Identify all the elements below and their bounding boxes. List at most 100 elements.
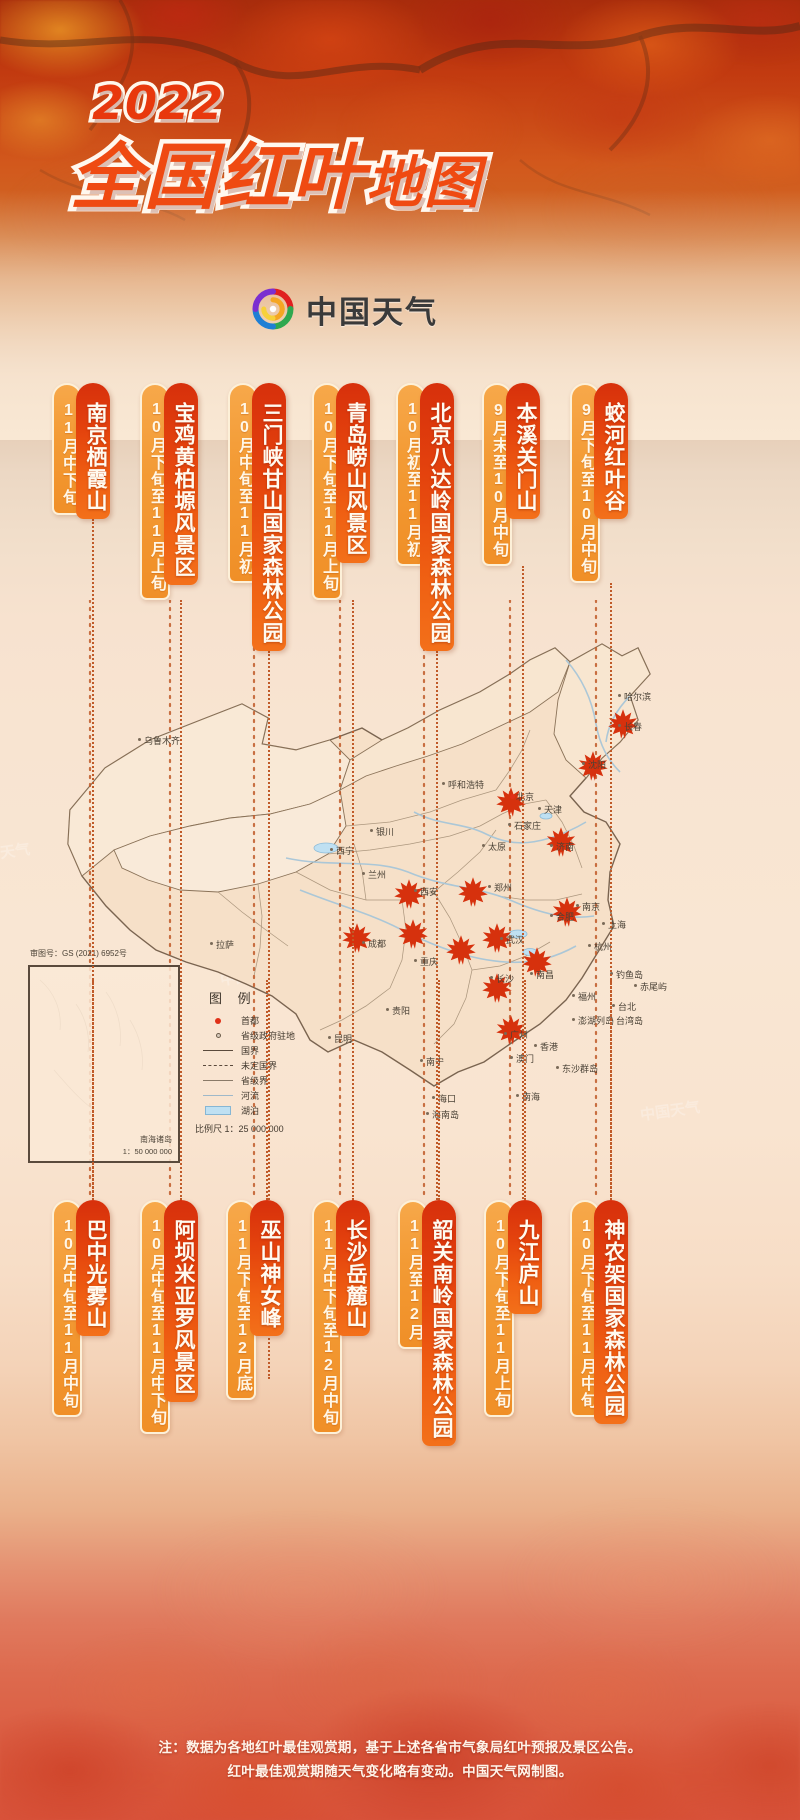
city-dot: [516, 1094, 519, 1097]
city-dot: [634, 984, 637, 987]
city-dot: [572, 994, 575, 997]
maple-marker: [482, 923, 512, 953]
banner-name: 九江庐山: [508, 1200, 542, 1314]
province-dot-icon: [195, 1033, 241, 1038]
river-line-icon: [195, 1095, 241, 1096]
city-label: 济南: [556, 842, 575, 852]
maple-marker: [578, 751, 608, 781]
maple-marker: [398, 919, 428, 949]
city-label: 赤尾屿: [640, 982, 668, 992]
china-map: 乌鲁木齐 哈尔滨 长春 沈阳 呼和浩特 北京 天津 石家庄 太原 济南 银川 西宁 兰州 西安 郑州 合肥 上海…: [10, 600, 790, 1200]
legend-item-capital: 首都: [195, 1013, 385, 1028]
city-label: 广州: [510, 1030, 529, 1040]
city-label: 天津: [544, 805, 563, 815]
legend-title: 图 例: [209, 991, 257, 1006]
city-label: 重庆: [420, 957, 439, 967]
city-dot: [488, 885, 491, 888]
capital-dot: [510, 794, 515, 799]
city-label: 银川: [376, 827, 395, 837]
banner-name: 韶关南岭国家森林公园: [422, 1200, 456, 1446]
city-dot: [618, 694, 621, 697]
legend-scale: 比例尺 1：25 000 000: [195, 1122, 385, 1135]
legend-label: 河流: [241, 1091, 260, 1101]
banner-connector-line: [436, 651, 438, 1379]
banner-connector-line: [524, 980, 526, 1200]
city-label: 拉萨: [216, 940, 235, 950]
city-dot: [556, 1066, 559, 1069]
city-label: 台北: [618, 1002, 637, 1012]
map-legend: 图 例 首都 省级政府驻地 国界 未定国界 省级界: [195, 988, 385, 1135]
banner-connector-line: [92, 980, 94, 1200]
inset-title: 南海诸岛: [140, 1135, 172, 1144]
city-dot: [572, 1018, 575, 1021]
banner-name: 巴中光雾山: [76, 1200, 110, 1336]
legend-label: 首都: [241, 1016, 260, 1026]
city-dot: [504, 1032, 507, 1035]
scale-label: 比例尺: [195, 1124, 223, 1134]
south-sea-islands-inset: 南海诸岛 1：50 000 000: [28, 965, 180, 1163]
banner-connector-line: [268, 651, 270, 1379]
city-dot: [588, 944, 591, 947]
city-label: 哈尔滨: [624, 692, 652, 702]
city-dot: [362, 941, 365, 944]
title-small-text: 地图: [362, 150, 485, 215]
china-map-svg: [39, 600, 651, 1200]
city-label: 太原: [488, 842, 507, 852]
city-dot: [538, 807, 541, 810]
legend-label: 湖泊: [241, 1106, 260, 1116]
maple-marker: [482, 973, 512, 1003]
city-label: 南宁: [426, 1057, 445, 1067]
banner-name: 南京栖霞山: [76, 383, 110, 519]
city-label: 钓鱼岛: [616, 970, 644, 980]
city-dot: [530, 972, 533, 975]
city-label: 郑州: [494, 883, 513, 893]
city-dot: [576, 904, 579, 907]
city-label: 海南岛: [432, 1110, 460, 1120]
city-dot: [328, 1036, 331, 1039]
city-dot: [330, 848, 333, 851]
inset-scale: 1：50 000 000: [122, 1147, 172, 1156]
city-dot: [432, 1096, 435, 1099]
map-approval-number: 审图号：GS (2021) 6952号: [30, 949, 127, 958]
city-dot: [508, 823, 511, 826]
banner-connector-line: [438, 980, 440, 1200]
city-label: 香港: [540, 1042, 559, 1052]
city-dot: [550, 914, 553, 917]
banner-name: 长沙岳麓山: [336, 1200, 370, 1336]
city-label: 南海: [522, 1092, 541, 1102]
banner-connector-line: [180, 980, 182, 1200]
dashed-line-icon: [195, 1065, 241, 1066]
maple-marker: [394, 879, 424, 909]
lake-swatch-icon: [195, 1106, 241, 1115]
city-dot: [426, 1112, 429, 1115]
maple-marker: [496, 787, 526, 817]
city-label: 长沙: [496, 974, 515, 984]
legend-item-province-border: 省级界: [195, 1073, 385, 1088]
solid-line-icon: [195, 1050, 241, 1051]
city-label: 台湾岛: [616, 1016, 644, 1026]
city-dot: [490, 976, 493, 979]
maple-marker: [546, 827, 576, 857]
city-label: 武汉: [506, 935, 525, 945]
maple-marker: [446, 935, 476, 965]
city-label: 杭州: [594, 942, 613, 952]
banner-name: 三门峡甘山国家森林公园: [252, 383, 286, 651]
banner-connector-line: [610, 583, 612, 1311]
city-dot: [386, 1008, 389, 1011]
city-label: 南京: [582, 902, 601, 912]
maple-marker: [342, 923, 372, 953]
banner-connector-line: [92, 519, 94, 1247]
maple-marker: [458, 877, 488, 907]
maple-marker: [552, 897, 582, 927]
city-label: 东沙群岛: [562, 1064, 599, 1074]
brand-name: 中国天气: [306, 294, 438, 330]
city-label: 长春: [624, 722, 643, 732]
city-label: 澎湖列岛: [578, 1016, 615, 1026]
city-label: 西宁: [336, 846, 355, 856]
legend-item-undefined-border: 未定国界: [195, 1058, 385, 1073]
city-dot: [370, 829, 373, 832]
banner-connector-line: [610, 980, 612, 1200]
maple-marker: [608, 709, 638, 739]
city-dot: [612, 1004, 615, 1007]
legend-item-river: 河流: [195, 1088, 385, 1103]
